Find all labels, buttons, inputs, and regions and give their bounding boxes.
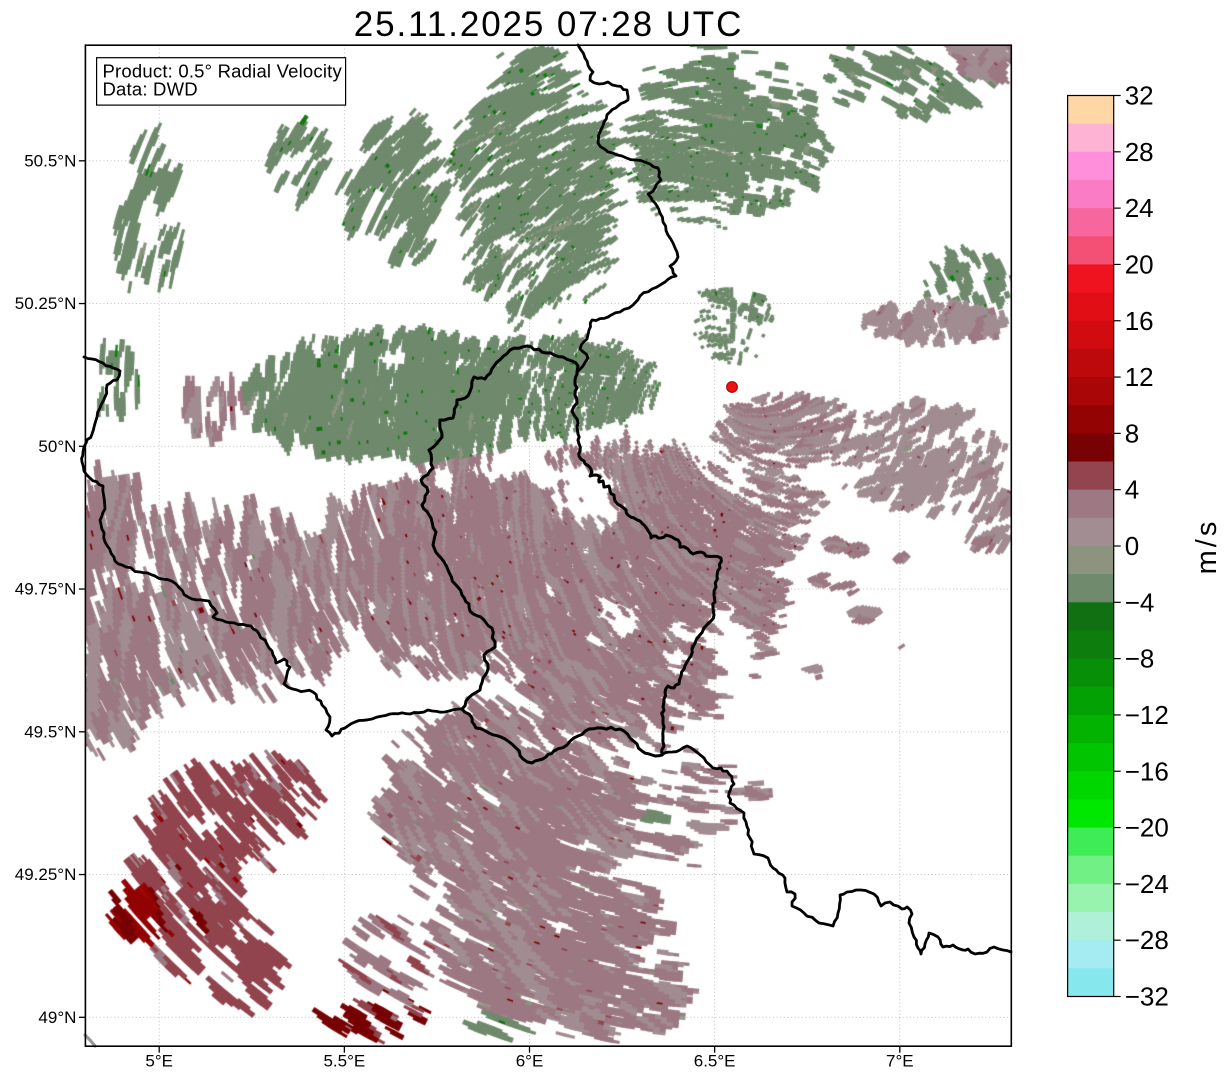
svg-text:12: 12: [1125, 362, 1154, 392]
svg-text:50°N: 50°N: [38, 437, 76, 456]
svg-text:−24: −24: [1125, 869, 1169, 899]
svg-text:50.5°N: 50.5°N: [24, 151, 76, 170]
svg-text:Data: DWD: Data: DWD: [103, 79, 198, 100]
svg-text:0: 0: [1125, 531, 1139, 561]
svg-text:m/s: m/s: [1191, 519, 1223, 575]
svg-text:8: 8: [1125, 418, 1139, 448]
svg-text:Product: 0.5° Radial Velocity: Product: 0.5° Radial Velocity: [103, 61, 343, 82]
svg-text:−32: −32: [1125, 982, 1169, 1012]
svg-text:49.5°N: 49.5°N: [24, 722, 76, 741]
svg-text:6°E: 6°E: [516, 1052, 544, 1071]
svg-text:49.75°N: 49.75°N: [15, 580, 77, 599]
svg-text:24: 24: [1125, 193, 1154, 223]
svg-text:49°N: 49°N: [38, 1008, 76, 1027]
svg-text:16: 16: [1125, 306, 1154, 336]
svg-text:32: 32: [1125, 81, 1154, 111]
svg-text:−16: −16: [1125, 756, 1169, 786]
svg-text:4: 4: [1125, 475, 1139, 505]
svg-text:5°E: 5°E: [145, 1052, 173, 1071]
svg-text:−4: −4: [1125, 587, 1155, 617]
svg-text:6.5°E: 6.5°E: [694, 1052, 736, 1071]
svg-text:20: 20: [1125, 249, 1154, 279]
svg-text:−12: −12: [1125, 700, 1169, 730]
svg-text:50.25°N: 50.25°N: [15, 294, 77, 313]
svg-text:7°E: 7°E: [886, 1052, 914, 1071]
svg-text:49.25°N: 49.25°N: [15, 865, 77, 884]
svg-text:−8: −8: [1125, 644, 1155, 674]
svg-text:−28: −28: [1125, 925, 1169, 955]
svg-text:28: 28: [1125, 137, 1154, 167]
svg-text:5.5°E: 5.5°E: [323, 1052, 365, 1071]
svg-text:−20: −20: [1125, 813, 1169, 843]
